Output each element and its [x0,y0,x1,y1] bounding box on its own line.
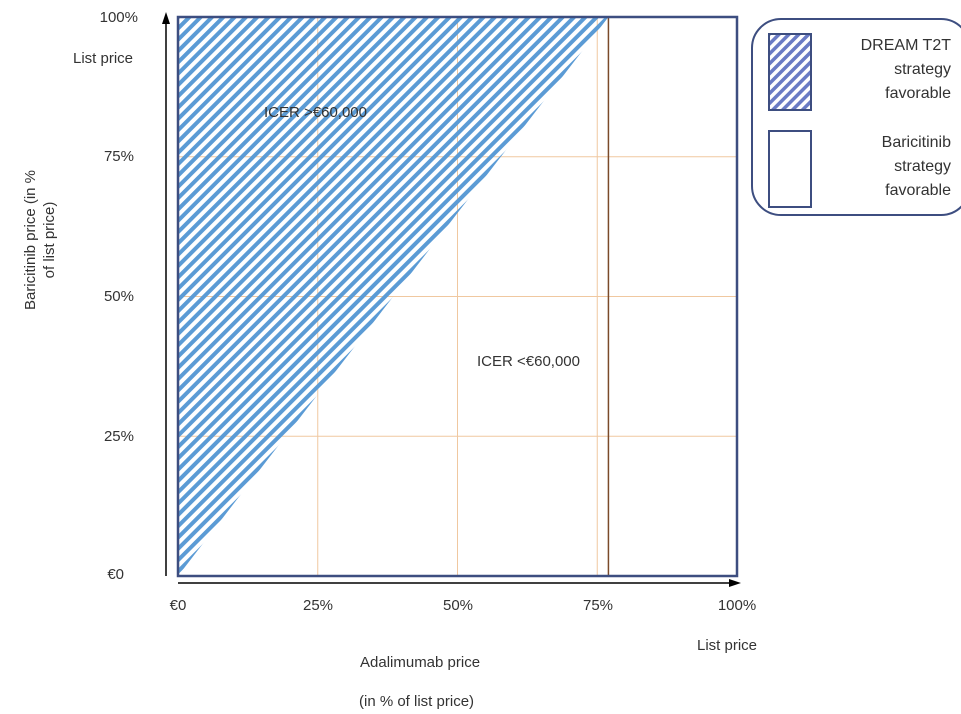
y-tick-label-25: 25% [103,428,134,445]
x-tick-label-75: 75% [582,597,614,614]
y-axis-title-line2: of list price) [41,201,58,279]
x-tick-label-0: €0 [169,597,187,614]
y-tick-label-100: 100% [99,9,138,26]
legend-label-dream: DREAM T2T strategy favorable [860,37,951,102]
legend-swatch-hatched [768,33,812,111]
x-tick-label-100: 100% [717,597,757,614]
x-tick-label-50: 50% [442,597,474,614]
y-axis-title-line1: Baricitinib price (in % [22,169,39,311]
y-tick-label-50: 50% [103,288,134,305]
legend-label-baricitinib: Baricitinib strategy favorable [881,134,951,199]
y-axis-title: Baricitinib price (in % of list price) [21,90,59,390]
plot-frame [176,15,739,578]
y-tick-label-0: €0 [107,566,124,583]
y-tick-label-75: 75% [103,148,134,165]
y-axis-end-note: List price [73,50,134,67]
x-axis-arrow [729,579,741,587]
y-axis-arrow [162,12,170,24]
legend-swatch-blank [768,130,812,208]
x-axis-end-note: List price [697,637,758,654]
region-dream-favorable [178,17,609,576]
x-axis-title-line1: Adalimumab price [360,654,481,671]
x-axis-title-line2: (in % of list price) [359,693,475,710]
annotation-icer-above: ICER >€60,000 [264,104,367,121]
legend: DREAM T2T strategy favorable Baricitinib… [751,18,961,216]
x-tick-label-25: 25% [302,597,334,614]
annotation-icer-below: ICER <€60,000 [477,353,580,370]
